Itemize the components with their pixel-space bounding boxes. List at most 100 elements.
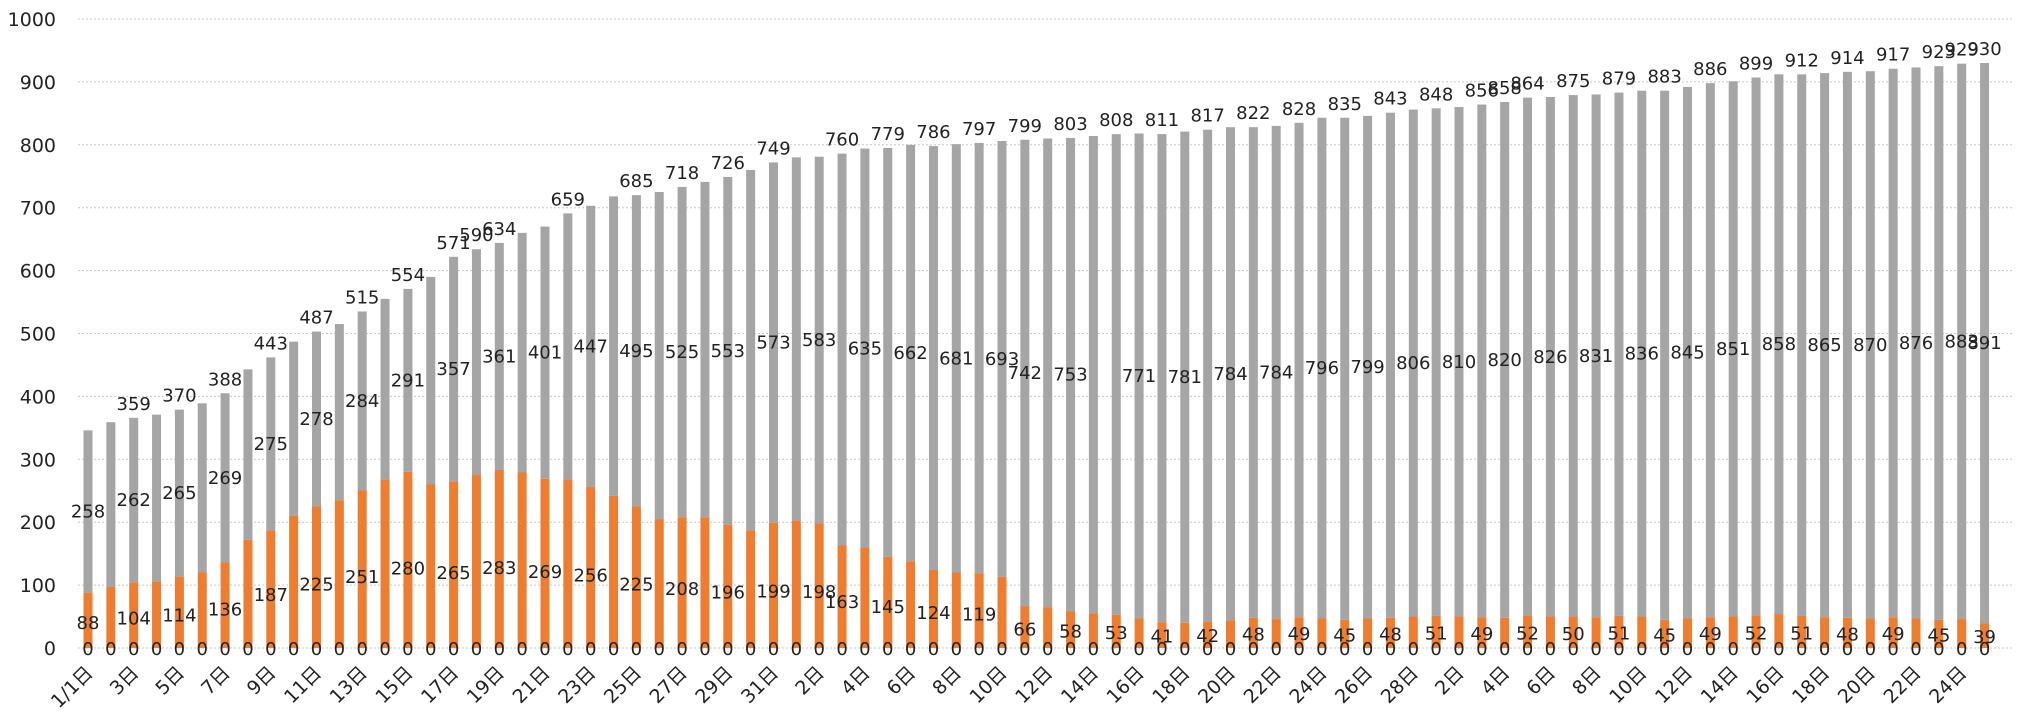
data-label-orange: 58 <box>1059 622 1082 643</box>
bar-orange <box>152 581 162 648</box>
bar-orange <box>1477 617 1487 648</box>
bar-orange <box>289 515 299 648</box>
data-label-blue: 0 <box>1773 639 1784 660</box>
data-label-orange: 208 <box>665 579 699 600</box>
data-label-blue: 0 <box>1933 639 1944 660</box>
bar-gray <box>1431 108 1441 616</box>
x-tick-label: 17日 <box>417 662 463 708</box>
x-tick-label: 3日 <box>106 662 144 700</box>
data-label-blue: 0 <box>128 639 139 660</box>
x-tick-label: 6日 <box>1522 662 1560 700</box>
data-label-gray: 784 <box>1213 364 1247 385</box>
data-label-orange: 48 <box>1379 624 1402 645</box>
bar-gray <box>1751 77 1761 616</box>
data-label-orange: 196 <box>711 583 745 604</box>
data-label-orange: 49 <box>1470 624 1493 645</box>
data-label-blue: 0 <box>174 639 185 660</box>
data-label-blue: 0 <box>379 639 390 660</box>
data-label-orange: 52 <box>1516 623 1539 644</box>
data-label-total: 923 <box>1922 42 1956 63</box>
data-label-total: 571 <box>436 233 470 254</box>
bar-orange <box>1248 617 1258 648</box>
data-label-total: 487 <box>299 308 333 329</box>
bar-gray <box>243 369 253 540</box>
bar-orange <box>654 519 664 648</box>
bar-gray <box>791 157 801 521</box>
bar-gray <box>586 205 596 487</box>
data-label-orange: 45 <box>1333 625 1356 646</box>
data-label-orange: 49 <box>1288 624 1311 645</box>
bar-orange <box>1408 616 1418 648</box>
bar-orange <box>1385 617 1395 648</box>
bar-gray <box>1340 117 1350 620</box>
data-label-blue: 0 <box>425 639 436 660</box>
data-label-total: 634 <box>482 219 516 240</box>
data-label-gray: 831 <box>1579 346 1613 367</box>
data-label-blue: 0 <box>1316 639 1327 660</box>
data-label-orange: 265 <box>436 563 470 584</box>
x-tick-label: 8日 <box>928 662 966 700</box>
data-label-blue: 0 <box>1796 639 1807 660</box>
bar-orange <box>1660 619 1670 648</box>
bar-gray <box>1614 92 1624 616</box>
data-label-total: 828 <box>1282 99 1316 120</box>
bar-gray <box>609 196 619 496</box>
x-tick-label: 10日 <box>1605 662 1651 708</box>
data-label-gray: 269 <box>208 468 242 489</box>
data-label-gray: 781 <box>1168 367 1202 388</box>
bar-gray <box>1066 137 1076 612</box>
bar-gray <box>1088 135 1098 614</box>
bar-gray <box>1660 90 1670 620</box>
data-label-orange: 163 <box>825 592 859 613</box>
bar-gray <box>1774 74 1784 615</box>
data-label-blue: 0 <box>905 639 916 660</box>
bar-orange <box>1911 618 1921 648</box>
data-label-total: 843 <box>1373 89 1407 110</box>
bar-gray <box>403 288 413 472</box>
data-label-total: 359 <box>117 394 151 415</box>
data-label-orange: 48 <box>1242 624 1265 645</box>
bar-orange <box>631 506 641 648</box>
data-label-gray: 806 <box>1396 353 1430 374</box>
data-label-gray: 275 <box>254 434 288 455</box>
bar-gray <box>129 417 139 583</box>
data-label-blue: 0 <box>1819 639 1830 660</box>
data-label-orange: 251 <box>345 567 379 588</box>
data-label-gray: 553 <box>711 341 745 362</box>
data-label-orange: 283 <box>482 558 516 579</box>
bar-gray <box>1363 115 1373 619</box>
bar-orange <box>312 506 321 648</box>
bar-gray <box>1157 134 1167 623</box>
data-label-blue: 0 <box>1956 639 1967 660</box>
bar-gray <box>152 414 162 582</box>
data-label-total: 912 <box>1785 50 1819 71</box>
data-label-gray: 820 <box>1488 350 1522 371</box>
bar-gray <box>83 430 93 593</box>
bar-orange <box>471 475 481 648</box>
data-label-orange: 41 <box>1150 626 1173 647</box>
bar-gray <box>746 169 756 531</box>
bar-gray <box>1728 81 1738 617</box>
bar-orange <box>494 469 504 648</box>
data-label-blue: 0 <box>1636 639 1647 660</box>
bar-orange <box>1865 618 1875 648</box>
y-tick-label: 1000 <box>8 9 56 31</box>
data-label-gray: 495 <box>619 341 653 362</box>
data-label-total: 914 <box>1830 48 1864 69</box>
bar-orange <box>1180 622 1190 648</box>
bar-gray <box>1134 133 1144 619</box>
bar-gray <box>1797 74 1807 616</box>
bar-orange <box>563 479 573 648</box>
x-tick-label: 31日 <box>737 662 783 708</box>
data-label-total: 590 <box>459 225 493 246</box>
data-label-blue: 0 <box>539 639 550 660</box>
bar-orange <box>1203 621 1213 648</box>
data-label-gray: 291 <box>391 370 425 391</box>
x-tick-label: 2日 <box>1431 662 1469 700</box>
data-label-gray: 258 <box>71 502 105 523</box>
bar-orange <box>83 592 93 648</box>
data-label-orange: 49 <box>1699 624 1722 645</box>
data-label-orange: 136 <box>208 600 242 621</box>
x-tick-label: 22日 <box>1240 662 1286 708</box>
